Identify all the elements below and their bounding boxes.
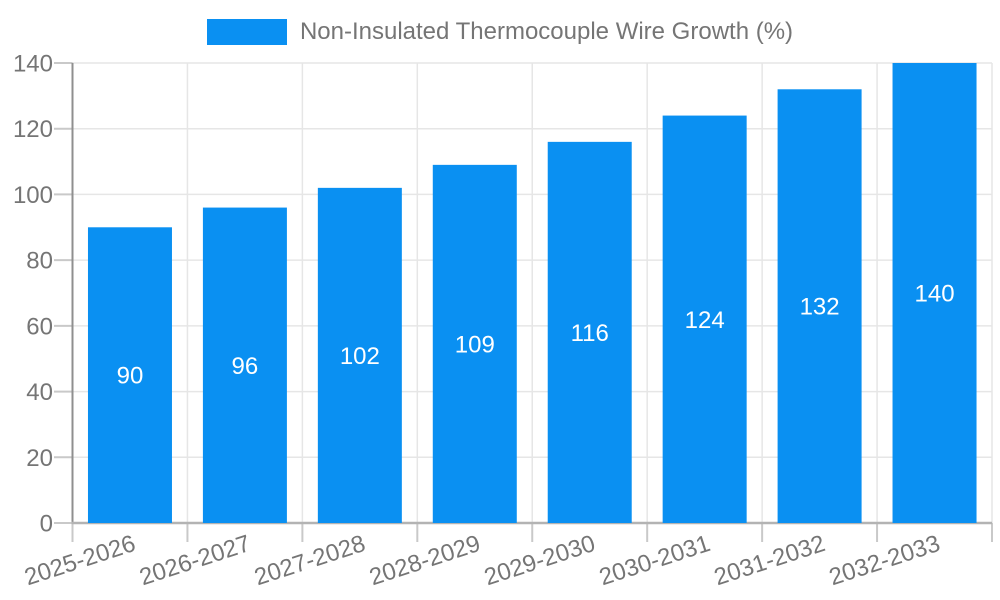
bar-value-label: 140: [915, 281, 955, 308]
bar-value-label: 90: [117, 363, 144, 390]
x-axis-tick-label: 2025-2026: [21, 530, 139, 591]
bar: [892, 63, 977, 523]
x-axis-tick-label: 2028-2029: [366, 530, 484, 591]
bar: [662, 115, 747, 524]
y-axis-tick-label: 120: [13, 116, 53, 143]
bar: [317, 187, 402, 523]
x-axis-tick-label: 2027-2028: [251, 530, 369, 591]
bar: [202, 207, 287, 524]
bar-value-label: 116: [571, 320, 609, 347]
bar: [547, 141, 632, 523]
bar-value-label: 96: [232, 353, 259, 380]
bar: [777, 89, 862, 524]
y-axis-tick-label: 40: [26, 379, 53, 406]
bar-value-label: 132: [800, 294, 840, 321]
y-axis-tick-label: 80: [26, 248, 53, 275]
x-axis-tick-label: 2029-2030: [481, 530, 599, 591]
y-axis-tick-label: 20: [26, 445, 53, 472]
bar-value-label: 109: [455, 331, 495, 358]
x-axis-tick-label: 2032-2033: [826, 530, 944, 591]
bar-value-label: 124: [685, 307, 725, 334]
x-axis-tick-label: 2030-2031: [596, 530, 714, 591]
bar: [432, 164, 517, 523]
y-axis-tick-label: 100: [13, 182, 53, 209]
x-axis-tick-label: 2031-2032: [711, 530, 829, 591]
y-axis-tick-label: 60: [26, 313, 53, 340]
bar-value-label: 102: [340, 343, 380, 370]
y-axis-tick-label: 0: [40, 511, 53, 538]
y-axis-tick-label: 140: [13, 51, 53, 78]
x-axis-tick-label: 2026-2027: [136, 530, 254, 591]
bar: [87, 227, 172, 524]
